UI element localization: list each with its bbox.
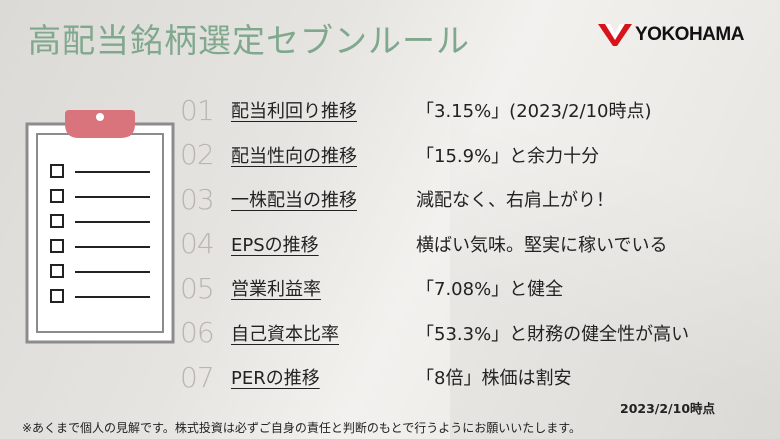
rule-description: 横ばい気味。堅実に稼いでいる: [416, 234, 668, 256]
date-stamp: 2023/2/10時点: [620, 401, 716, 416]
rule-description: 「3.15%」(2023/2/10時点): [416, 101, 652, 123]
disclaimer-note: ※あくまで個人の見解です。株式投資は必ずご自身の責任と判断のもとで行うようにお願…: [22, 421, 582, 435]
yokohama-logo-mark-icon: [598, 24, 632, 46]
rule-number: 04: [180, 227, 215, 261]
rule-row: 01 配当利回り推移 「3.15%」(2023/2/10時点): [180, 88, 770, 133]
rule-description: 減配なく、右肩上がり！: [416, 190, 614, 212]
page-title: 高配当銘柄選定セブンルール: [28, 21, 470, 60]
rules-list: 01 配当利回り推移 「3.15%」(2023/2/10時点) 02 配当性向の…: [180, 88, 770, 400]
rule-row: 04 EPSの推移 横ばい気味。堅実に稼いでいる: [180, 222, 770, 267]
rule-row: 05 営業利益率 「7.08%」と健全: [180, 266, 770, 311]
rule-row: 02 配当性向の推移 「15.9%」と余力十分: [180, 133, 770, 178]
rule-label: EPSの推移: [231, 234, 319, 256]
rule-number: 03: [180, 182, 215, 216]
rule-row: 03 一株配当の推移 減配なく、右肩上がり！: [180, 177, 770, 222]
background-shadow: [450, 60, 780, 439]
rule-number: 01: [180, 93, 215, 127]
rule-description: 「8倍」株価は割安: [416, 368, 572, 390]
rule-label: PERの推移: [231, 368, 320, 390]
rule-label: 一株配当の推移: [231, 190, 357, 212]
rule-description: 「7.08%」と健全: [416, 279, 564, 301]
rule-label: 自己資本比率: [231, 323, 339, 345]
clipboard-checklist-icon: [25, 110, 175, 344]
rule-number: 07: [180, 360, 215, 394]
rule-number: 06: [180, 316, 215, 350]
rule-number: 05: [180, 271, 215, 305]
rule-row: 06 自己資本比率 「53.3%」と財務の健全性が高い: [180, 311, 770, 356]
rule-label: 営業利益率: [231, 279, 321, 301]
rule-label: 配当利回り推移: [231, 101, 357, 123]
rule-row: 07 PERの推移 「8倍」株価は割安: [180, 355, 770, 400]
rule-label: 配当性向の推移: [231, 145, 357, 167]
rule-description: 「15.9%」と余力十分: [416, 145, 600, 167]
rule-number: 02: [180, 138, 215, 172]
logo-text: YOKOHAMA: [635, 24, 744, 45]
rule-description: 「53.3%」と財務の健全性が高い: [416, 323, 690, 345]
yokohama-logo: YOKOHAMA: [598, 22, 744, 48]
